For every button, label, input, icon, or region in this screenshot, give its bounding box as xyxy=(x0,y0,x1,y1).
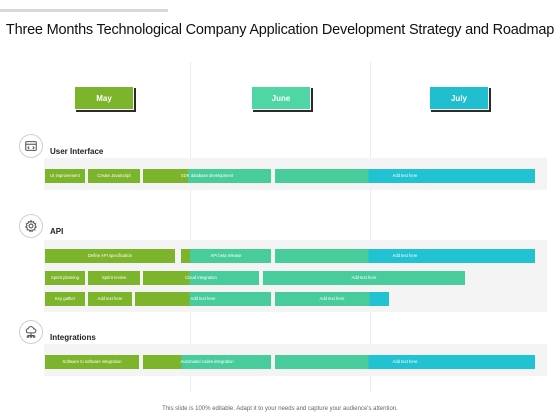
timeline-bar: Define API specification xyxy=(45,249,175,263)
timeline-bar: Add text here xyxy=(135,292,271,306)
column-divider xyxy=(190,62,191,392)
month-label: May xyxy=(96,93,112,103)
page-title: Three Months Technological Company Appli… xyxy=(5,22,555,38)
timeline-bar: Add text here xyxy=(275,292,389,306)
cloud-network-icon xyxy=(19,320,43,344)
timeline-bar: Key gather xyxy=(45,292,85,306)
top-accent-line xyxy=(0,9,168,12)
timeline-bar: Automated codes integration xyxy=(143,355,271,369)
timeline-bar: Add text here xyxy=(275,249,535,263)
gear-icon xyxy=(19,214,43,238)
month-label: June xyxy=(271,93,291,103)
timeline-bar: Software to software integration xyxy=(45,355,139,369)
timeline-bar: Add text here xyxy=(88,292,132,306)
timeline-bar: Add text here xyxy=(275,355,535,369)
month-label: July xyxy=(450,93,467,103)
footer-note: This slide is 100% editable. Adapt it to… xyxy=(162,406,398,412)
month-may: May xyxy=(74,86,134,110)
column-divider xyxy=(370,62,371,392)
timeline-bar: UI improvement xyxy=(45,169,85,183)
timeline-bar: Sprint review xyxy=(88,271,140,285)
timeline-bar: Add text here xyxy=(263,271,465,285)
section-label-integrations: Integrations xyxy=(50,333,96,342)
timeline-bar: Create JavaScript xyxy=(88,169,140,183)
timeline-bar: SDK database development xyxy=(143,169,271,183)
timeline-bar: Cloud integration xyxy=(143,271,259,285)
timeline-bar: Add text here xyxy=(275,169,535,183)
browser-code-icon xyxy=(19,134,43,158)
timeline-bar: Sprint planning xyxy=(45,271,85,285)
timeline-bar: API beta release xyxy=(181,249,271,263)
section-label-user-interface: User Interface xyxy=(50,147,104,156)
month-july: July xyxy=(429,86,489,110)
month-june: June xyxy=(251,86,311,110)
section-label-api: API xyxy=(50,227,64,236)
